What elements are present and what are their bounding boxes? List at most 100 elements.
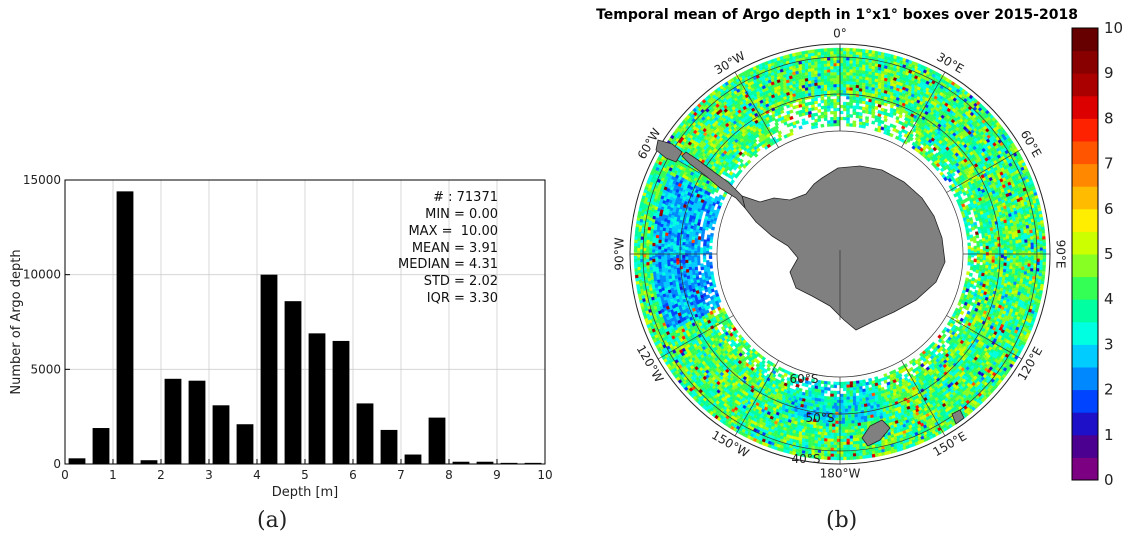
- map-data-cell: [688, 263, 692, 268]
- map-data-cell: [855, 386, 860, 391]
- map-data-cell: [679, 265, 683, 270]
- map-data-cell: [1009, 246, 1014, 251]
- map-data-cell: [984, 268, 989, 272]
- map-data-cell: [1018, 245, 1023, 250]
- map-data-cell: [985, 249, 990, 253]
- map-data-cell: [661, 262, 665, 267]
- histogram-bar: [212, 405, 230, 464]
- map-data-cell: [1018, 239, 1022, 244]
- map-data-cell: [982, 247, 987, 251]
- map-data-cell: [994, 244, 999, 249]
- map-data-cell: [1009, 249, 1014, 254]
- map-data-cell: [854, 413, 858, 418]
- map-data-cell: [854, 419, 858, 424]
- map-data-cell: [835, 426, 839, 431]
- map-data-cell: [855, 401, 860, 406]
- map-data-cell: [691, 264, 695, 269]
- map-data-cell: [1000, 257, 1005, 262]
- map-data-cell: [823, 81, 828, 85]
- map-data-cell: [834, 405, 839, 410]
- histogram-bars: [68, 191, 542, 465]
- map-data-cell: [706, 237, 711, 242]
- map-data-cell: [846, 101, 850, 106]
- map-data-cell: [690, 245, 695, 250]
- map-data-cell: [1018, 261, 1022, 266]
- map-data-cell: [688, 237, 692, 242]
- stat-iqr: IQR = 3.30: [427, 291, 498, 306]
- map-data-cell: [979, 255, 984, 259]
- map-data-cell: [672, 256, 677, 260]
- map-data-cell: [994, 257, 999, 262]
- map-data-cell: [830, 104, 834, 109]
- map-data-cell: [852, 389, 857, 394]
- map-data-cell: [976, 244, 981, 248]
- map-data-cell: [1012, 238, 1016, 243]
- map-data-cell: [818, 428, 823, 433]
- map-data-cell: [852, 105, 857, 110]
- map-data-cell: [684, 259, 689, 264]
- map-data-cell: [675, 248, 680, 252]
- map-data-cell: [693, 250, 698, 255]
- map-data-cell: [745, 351, 751, 357]
- map-data-cell: [846, 92, 850, 97]
- map-data-cell: [670, 267, 674, 272]
- map-data-cell: [843, 381, 847, 386]
- map-data-cell: [982, 263, 986, 268]
- map-data-cell: [855, 72, 860, 77]
- map-data-cell: [850, 420, 855, 424]
- map-data-cell: [836, 402, 841, 407]
- map-data-cell: [846, 396, 850, 401]
- map-data-cell: [700, 234, 705, 239]
- map-data-cell: [664, 264, 668, 268]
- map-data-cell: [1015, 259, 1020, 264]
- map-data-cell: [691, 232, 696, 237]
- map-data-cell: [681, 244, 686, 249]
- map-data-cell: [843, 387, 847, 392]
- map-data-cell: [909, 133, 914, 138]
- map-data-cell: [702, 255, 707, 260]
- map-data-cell: [833, 122, 837, 127]
- map-data-cell: [849, 72, 854, 76]
- map-data-cell: [710, 232, 714, 237]
- map-data-cell: [693, 244, 698, 248]
- map-data-cell: [684, 246, 689, 251]
- map-data-cell: [970, 247, 975, 251]
- map-data-cell: [909, 136, 914, 142]
- map-data-cell: [991, 256, 996, 260]
- map-data-cell: [950, 171, 956, 177]
- map-data-cell: [685, 243, 689, 248]
- map-data-cell: [706, 266, 711, 271]
- map-data-cell: [669, 254, 674, 259]
- map-data-cell: [984, 271, 989, 276]
- map-data-cell: [865, 116, 870, 121]
- map-data-cell: [997, 249, 1002, 254]
- map-data-cell: [1012, 257, 1017, 262]
- map-data-cell: [1011, 270, 1016, 275]
- map-data-cell: [737, 338, 743, 344]
- map-data-cell: [985, 242, 989, 247]
- map-data-cell: [694, 240, 698, 245]
- map-data-cell: [676, 260, 680, 265]
- map-data-cell: [983, 229, 988, 234]
- map-data-cell: [855, 96, 860, 101]
- map-data-cell: [1011, 273, 1015, 278]
- map-data-cell: [1008, 230, 1012, 235]
- map-data-cell: [833, 399, 837, 404]
- map-data-cell: [1018, 242, 1022, 247]
- map-data-cell: [731, 172, 737, 178]
- map-data-cell: [988, 263, 992, 268]
- map-data-cell: [836, 107, 841, 112]
- map-data-cell: [908, 359, 914, 365]
- map-data-cell: [1000, 244, 1005, 249]
- map-data-cell: [777, 373, 783, 378]
- histogram-bar: [284, 301, 302, 464]
- map-data-cell: [685, 262, 689, 267]
- map-data-cell: [962, 198, 967, 204]
- map-data-cell: [823, 432, 828, 436]
- map-data-cell: [985, 239, 989, 244]
- map-data-cell: [1012, 260, 1017, 265]
- map-data-cell: [846, 384, 850, 388]
- map-data-cell: [855, 87, 860, 92]
- map-data-cell: [836, 381, 841, 386]
